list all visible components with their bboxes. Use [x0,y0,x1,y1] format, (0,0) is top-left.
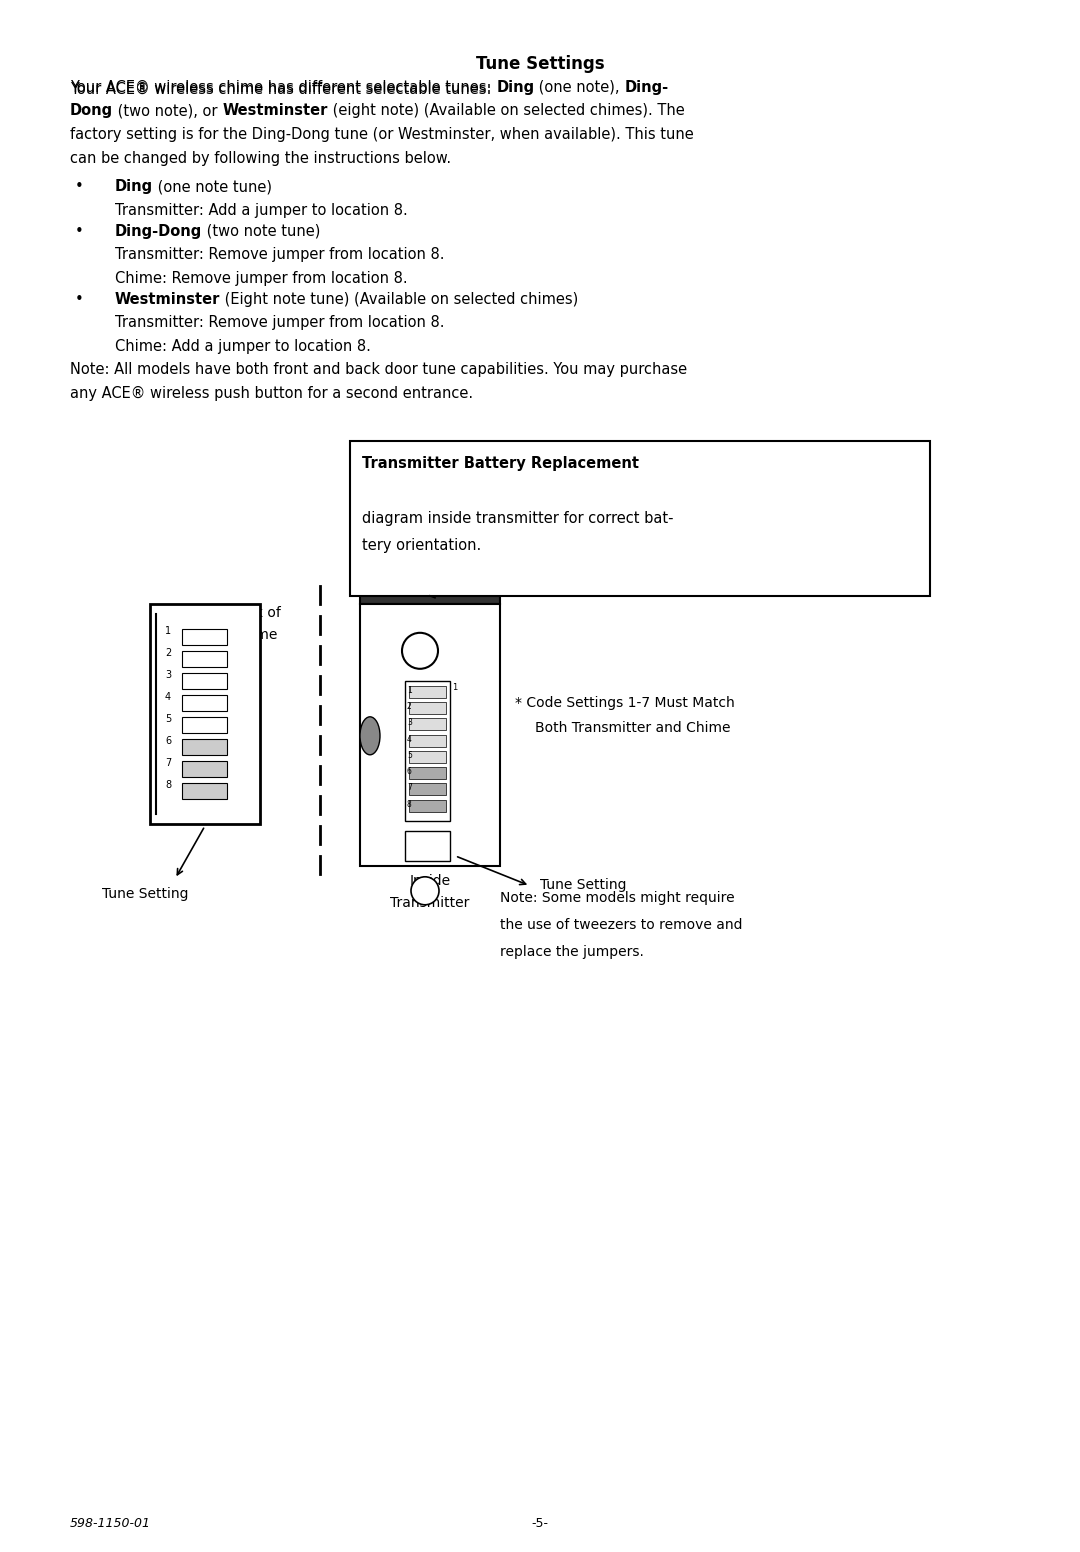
Text: •: • [75,292,84,307]
Text: the use of tweezers to remove and: the use of tweezers to remove and [500,917,743,931]
Text: Tune Setting: Tune Setting [102,886,188,900]
Bar [183,674,227,689]
Text: 1: 1 [453,683,457,692]
Text: 5: 5 [165,714,171,723]
Text: (two note), or: (two note), or [113,104,222,118]
Text: Inside: Inside [409,874,450,888]
Text: (two note tune): (two note tune) [202,223,321,239]
Text: 7: 7 [407,784,411,793]
Text: Chime: Chime [233,629,278,643]
Text: (eight note) (Available on selected chimes). The: (eight note) (Available on selected chim… [327,104,685,118]
Text: any ACE® wireless push button for a second entrance.: any ACE® wireless push button for a seco… [70,386,473,400]
Text: (one note tune): (one note tune) [153,178,272,194]
Text: Ding-: Ding- [624,81,669,95]
Text: 4: 4 [407,734,411,743]
Bar [150,604,260,824]
Text: Dong: Dong [70,104,113,118]
Text: Note: All models have both front and back door tune capabilities. You may purcha: Note: All models have both front and bac… [70,362,687,377]
Text: Chime: Add a jumper to location 8.: Chime: Add a jumper to location 8. [114,338,370,354]
Text: * Code Settings 1-7 Must Match: * Code Settings 1-7 Must Match [515,695,734,709]
Text: Your ACE® wireless chime has different selectable tunes:: Your ACE® wireless chime has different s… [70,81,496,95]
Text: 6: 6 [165,736,171,747]
Text: -5-: -5- [531,1516,549,1530]
Bar [409,784,446,795]
Text: Transmitter Battery Replacement: Transmitter Battery Replacement [362,456,639,470]
Text: See: See [649,484,680,498]
Text: 4: 4 [165,692,171,702]
Text: Note: Some models might require: Note: Some models might require [500,891,734,905]
Bar [183,739,227,754]
Bar [409,799,446,812]
Text: 3: 3 [165,670,171,680]
Bar [360,604,500,866]
Bar [409,719,446,731]
Circle shape [411,877,438,905]
Text: 6: 6 [407,767,411,776]
Circle shape [402,633,438,669]
Bar [409,686,446,698]
Text: Transmitter: Add a jumper to location 8.: Transmitter: Add a jumper to location 8. [114,202,408,217]
FancyBboxPatch shape [350,441,930,596]
Text: 8: 8 [407,799,411,809]
Ellipse shape [360,717,380,754]
Text: factory setting is for the Ding-Dong tune (or Westminster, when available). This: factory setting is for the Ding-Dong tun… [70,127,693,141]
Bar [405,681,450,821]
Bar [183,629,227,644]
Text: Chime: Remove jumper from location 8.: Chime: Remove jumper from location 8. [114,270,407,286]
Bar [183,717,227,733]
Text: •: • [75,223,84,239]
Text: 5: 5 [407,751,411,760]
Text: Westminster: Westminster [114,292,220,307]
Text: Transmitter: Remove jumper from location 8.: Transmitter: Remove jumper from location… [114,247,445,262]
Text: 1: 1 [165,625,171,636]
Text: 598-1150-01: 598-1150-01 [70,1516,151,1530]
Bar [409,702,446,714]
Text: diagram inside transmitter for correct bat-: diagram inside transmitter for correct b… [362,511,674,526]
Text: 3: 3 [407,719,411,728]
Text: Ding-Dong: Ding-Dong [114,223,202,239]
Bar [409,734,446,747]
Text: Install four alkaline AAA batteries.: Install four alkaline AAA batteries. [362,484,649,498]
Text: 2: 2 [407,702,411,711]
Text: Ding: Ding [114,178,153,194]
Text: 1: 1 [407,686,411,695]
Text: tery orientation.: tery orientation. [362,539,482,553]
Bar [183,782,227,799]
Bar [409,767,446,779]
Text: Back of: Back of [229,605,281,619]
Text: Your ACE® wireless chime has different selectable tunes:: Your ACE® wireless chime has different s… [70,82,496,96]
Bar [183,650,227,667]
Bar [405,830,450,861]
Bar [183,760,227,778]
Text: can be changed by following the instructions below.: can be changed by following the instruct… [70,151,451,166]
Text: 2: 2 [165,647,171,658]
Text: Tune Setting: Tune Setting [540,878,626,892]
Text: Transmitter: Transmitter [390,896,470,909]
Text: Transmitter: Remove jumper from location 8.: Transmitter: Remove jumper from location… [114,315,445,331]
Bar [183,695,227,711]
Text: •: • [75,178,84,194]
Text: 7: 7 [165,757,171,768]
Text: (one note),: (one note), [535,81,624,95]
Text: Tune Settings: Tune Settings [475,54,605,73]
Text: 8: 8 [165,779,171,790]
Bar [360,585,500,604]
Text: replace the jumpers.: replace the jumpers. [500,945,644,959]
Text: Both Transmitter and Chime: Both Transmitter and Chime [535,720,730,734]
Text: Ding: Ding [496,81,535,95]
Bar [409,751,446,762]
Text: (Eight note tune) (Available on selected chimes): (Eight note tune) (Available on selected… [220,292,579,307]
Text: Westminster: Westminster [222,104,327,118]
